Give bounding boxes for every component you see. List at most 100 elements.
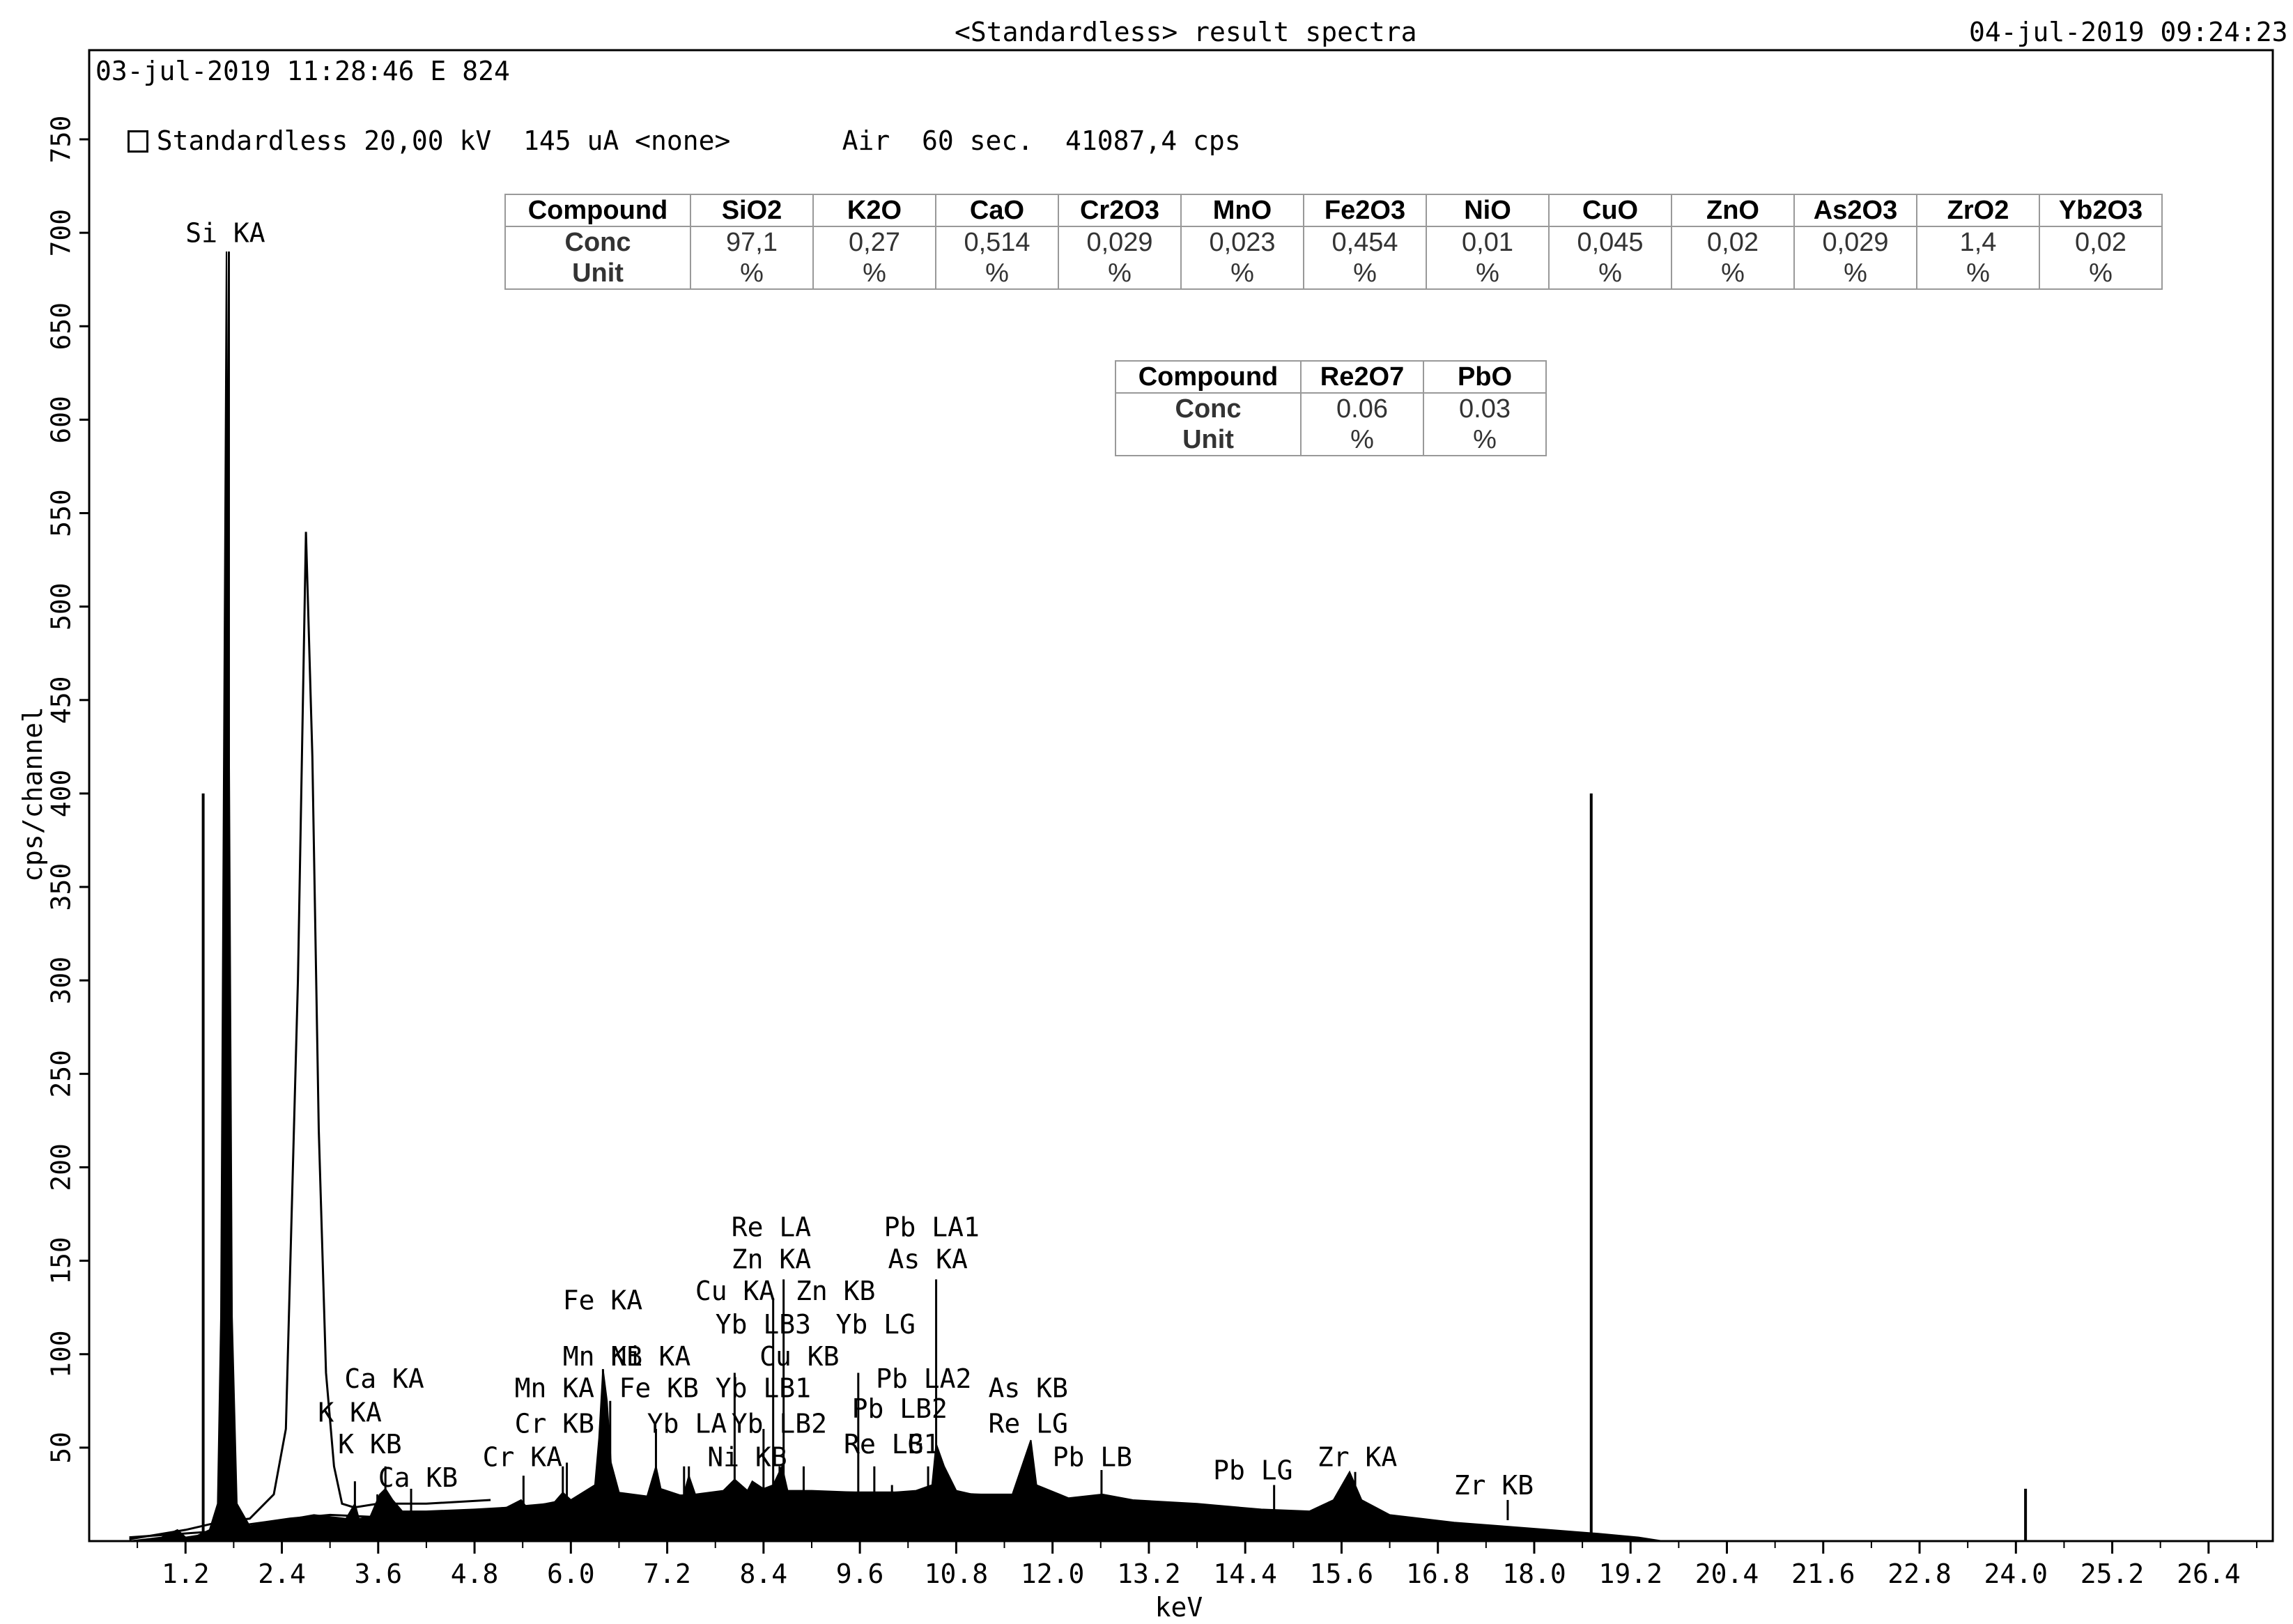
peak-label: Yb LG [836,1309,916,1340]
x-tick-label: 13.2 [1117,1559,1181,1589]
x-tick-label: 21.6 [1791,1559,1855,1589]
x-tick-label: 25.2 [2080,1559,2145,1589]
filter-text: <none> [635,125,731,156]
x-tick-label: 19.2 [1598,1559,1662,1589]
peak-label: Zr KA [1318,1442,1398,1473]
composition-table-1: Compound SiO2 K2O CaO Cr2O3 MnO Fe2O3 NiO CuO Zn… [504,194,2163,290]
peak-label: Si KA [185,218,265,249]
unit-cell: % [1303,258,1427,290]
y-tick-label: 50 [46,1432,77,1464]
compound-cell: Fe2O3 [1303,194,1427,227]
y-axis-label: cps/channel [17,706,48,882]
unit-cell: % [1671,258,1795,290]
conc-cell: 0,01 [1426,226,1550,258]
row-label-compound: Compound [504,194,691,227]
conc-cell: 0.06 [1300,393,1424,424]
compound-cell: SiO2 [690,194,814,227]
compound-cell: Re2O7 [1300,360,1424,394]
peak-label: Pb LB2 [852,1393,948,1424]
conc-cell: 0,02 [1671,226,1795,258]
unit-cell: % [1916,258,2040,290]
compound-row: Compound SiO2 K2O CaO Cr2O3 MnO Fe2O3 NiO CuO Zn… [504,194,2163,227]
peak-label: Ni KA [611,1341,691,1372]
peak-label: Pb LG [1213,1455,1292,1485]
time-text: 60 sec. [922,125,1034,156]
conc-cell: 0,045 [1548,226,1672,258]
unit-row: Unit %% [1115,424,1547,456]
peak-label: Pb LA2 [876,1363,971,1394]
peak-label: Cu KA [695,1276,775,1306]
peak-label: Zn KB [796,1276,875,1306]
compound-cell: Cr2O3 [1058,194,1182,227]
spectrum-fill [129,251,1663,1542]
compound-cell: MnO [1180,194,1304,227]
checkbox-icon[interactable] [127,130,148,153]
x-tick-label: 10.8 [925,1559,989,1589]
conc-cell: 0,454 [1303,226,1427,258]
chart-datetime: 04-jul-2019 09:24:23 [1969,17,2288,47]
composition-table-2: Compound Re2O7 PbO Conc 0.06 0.03 Unit %% [1115,360,1547,456]
x-tick-label: 9.6 [836,1559,884,1589]
unit-cell: % [1058,258,1182,290]
compound-cell: ZnO [1671,194,1795,227]
voltage-text: 20,00 kV [364,125,492,156]
x-tick-label: 8.4 [740,1559,788,1589]
peak-label: K KB [338,1429,402,1460]
conc-cell: 0,023 [1180,226,1304,258]
unit-cell: % [812,258,936,290]
peak-label: Fe KB [619,1372,698,1403]
mode-text: Standardless [156,125,348,156]
unit-cell: % [1793,258,1917,290]
peak-label: Cu KB [759,1341,839,1372]
y-tick-label: 250 [46,1050,77,1098]
peak-label: Ca KA [344,1363,424,1394]
peak-label: Ni KB [707,1442,787,1473]
y-tick-label: 550 [46,489,77,537]
conc-cell: 0,514 [935,226,1059,258]
peak-label: Ca KB [378,1462,458,1493]
peak-label: Mn KA [515,1372,595,1403]
unit-cell: % [1300,424,1424,456]
y-tick-label: 650 [46,302,77,350]
conditions-line: Standardless 20,00 kV 145 uA <none> Air … [95,95,1241,156]
conc-cell: 0,029 [1793,226,1917,258]
peak-label: Fe KA [563,1285,643,1315]
x-tick-label: 22.8 [1887,1559,1952,1589]
chart-title: <Standardless> result spectra [955,17,1417,47]
conc-cell: 0,02 [2039,226,2163,258]
peak-label: Mn KB [563,1341,642,1372]
conc-cell: 0,27 [812,226,936,258]
x-tick-label: 6.0 [547,1559,595,1589]
row-label-unit: Unit [1115,424,1302,456]
unit-cell: % [1180,258,1304,290]
conc-cell: 1,4 [1916,226,2040,258]
compound-cell: As2O3 [1793,194,1917,227]
compound-row: Compound Re2O7 PbO [1115,360,1547,394]
peak-label: Cr KA [483,1442,563,1473]
peak-label: Yb LB1 [716,1372,811,1403]
rate-text: 41087,4 cps [1065,125,1241,156]
peak-label: Yb LB3 [716,1309,811,1340]
compound-cell: PbO [1423,360,1547,394]
unit-cell: % [1426,258,1550,290]
conc-row: Conc 97,1 0,27 0,514 0,029 0,023 0,454 0,01 0,0… [504,226,2163,258]
background-curve [129,1491,1647,1542]
x-tick-label: 24.0 [1984,1559,2048,1589]
x-tick-label: 20.4 [1695,1559,1759,1589]
conc-row: Conc 0.06 0.03 [1115,393,1547,424]
x-tick-label: 16.8 [1406,1559,1470,1589]
x-tick-label: 18.0 [1502,1559,1566,1589]
peak-label: As KA [888,1244,968,1274]
y-tick-label: 750 [46,116,77,164]
x-tick-label: 12.0 [1021,1559,1085,1589]
compound-cell: CuO [1548,194,1672,227]
y-tick-label: 150 [46,1237,77,1285]
peak-label: Pb LA1 [884,1212,980,1243]
atmosphere-text: Air [842,125,890,156]
compound-cell: ZrO2 [1916,194,2040,227]
conc-cell: 0,029 [1058,226,1182,258]
x-axis-label: keV [1155,1592,1203,1623]
peak-label: Zn KA [732,1244,812,1274]
unit-cell: % [1548,258,1672,290]
y-tick-label: 500 [46,582,77,631]
